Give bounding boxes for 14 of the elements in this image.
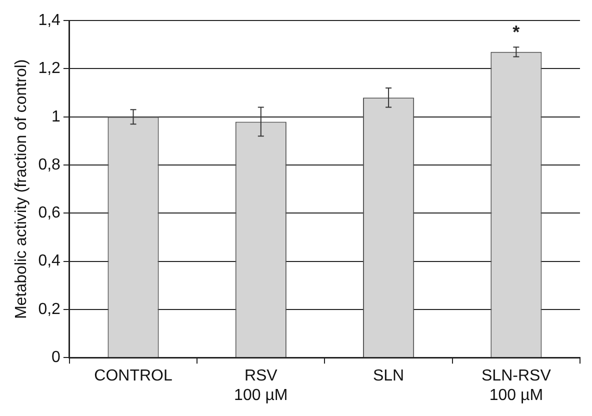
y-tick-label: 0	[52, 349, 61, 366]
y-tick-label: 0,6	[38, 204, 61, 222]
x-tick-label: SLN-RSV 100 µM	[482, 368, 552, 404]
y-tick-label: 1,2	[38, 60, 61, 78]
x-tick-label: CONTROL	[94, 368, 172, 385]
x-tick-label: SLN	[372, 368, 404, 385]
y-tick-label: 0,4	[38, 252, 61, 270]
y-tick-label: 1	[52, 108, 61, 126]
y-tick-label: 1,4	[38, 12, 61, 30]
y-tick-label: 0,2	[38, 300, 61, 318]
y-tick-label: 0,8	[38, 156, 61, 174]
x-tick-label: RSV 100 µM	[234, 368, 288, 404]
annotation: *	[512, 22, 520, 42]
y-axis-title: Metabolic activity (fraction of control)	[13, 59, 30, 319]
